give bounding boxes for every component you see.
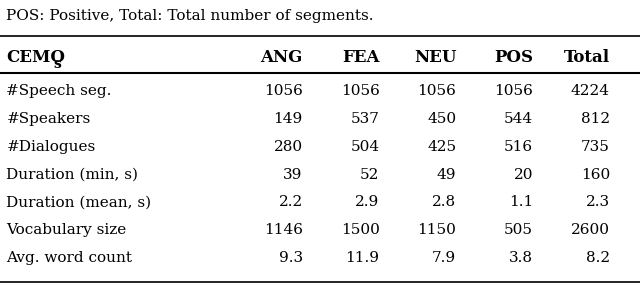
- Text: 149: 149: [273, 112, 303, 126]
- Text: Vocabulary size: Vocabulary size: [6, 223, 127, 237]
- Text: 450: 450: [427, 112, 456, 126]
- Text: 1146: 1146: [264, 223, 303, 237]
- Text: 1.1: 1.1: [509, 196, 533, 209]
- Text: 4224: 4224: [571, 84, 610, 98]
- Text: 49: 49: [437, 168, 456, 181]
- Text: #Dialogues: #Dialogues: [6, 140, 95, 154]
- Text: 2.8: 2.8: [432, 196, 456, 209]
- Text: 544: 544: [504, 112, 533, 126]
- Text: 1500: 1500: [340, 223, 380, 237]
- Text: 8.2: 8.2: [586, 251, 610, 265]
- Text: 812: 812: [580, 112, 610, 126]
- Text: s: s: [53, 57, 61, 71]
- Text: #Speech seg.: #Speech seg.: [6, 84, 112, 98]
- Text: 52: 52: [360, 168, 380, 181]
- Text: CEMO: CEMO: [6, 49, 65, 66]
- Text: 1056: 1056: [264, 84, 303, 98]
- Text: 2.3: 2.3: [586, 196, 610, 209]
- Text: POS: Positive, Total: Total number of segments.: POS: Positive, Total: Total number of se…: [6, 9, 374, 23]
- Text: 160: 160: [580, 168, 610, 181]
- Text: 9.3: 9.3: [278, 251, 303, 265]
- Text: 504: 504: [350, 140, 380, 154]
- Text: NEU: NEU: [414, 49, 456, 66]
- Text: FEA: FEA: [342, 49, 380, 66]
- Text: ANG: ANG: [260, 49, 303, 66]
- Text: 39: 39: [284, 168, 303, 181]
- Text: 1150: 1150: [417, 223, 456, 237]
- Text: 1056: 1056: [417, 84, 456, 98]
- Text: 2600: 2600: [571, 223, 610, 237]
- Text: 1056: 1056: [494, 84, 533, 98]
- Text: Avg. word count: Avg. word count: [6, 251, 132, 265]
- Text: 3.8: 3.8: [509, 251, 533, 265]
- Text: #Speakers: #Speakers: [6, 112, 91, 126]
- Text: POS: POS: [494, 49, 533, 66]
- Text: Duration (mean, s): Duration (mean, s): [6, 196, 152, 209]
- Text: 2.9: 2.9: [355, 196, 380, 209]
- Text: 735: 735: [581, 140, 610, 154]
- Text: 1056: 1056: [340, 84, 380, 98]
- Text: 425: 425: [427, 140, 456, 154]
- Text: 516: 516: [504, 140, 533, 154]
- Text: 7.9: 7.9: [432, 251, 456, 265]
- Text: Total: Total: [564, 49, 610, 66]
- Text: 2.2: 2.2: [278, 196, 303, 209]
- Text: 505: 505: [504, 223, 533, 237]
- Text: 280: 280: [273, 140, 303, 154]
- Text: Duration (min, s): Duration (min, s): [6, 168, 138, 181]
- Text: 11.9: 11.9: [346, 251, 380, 265]
- Text: 20: 20: [514, 168, 533, 181]
- Text: 537: 537: [351, 112, 380, 126]
